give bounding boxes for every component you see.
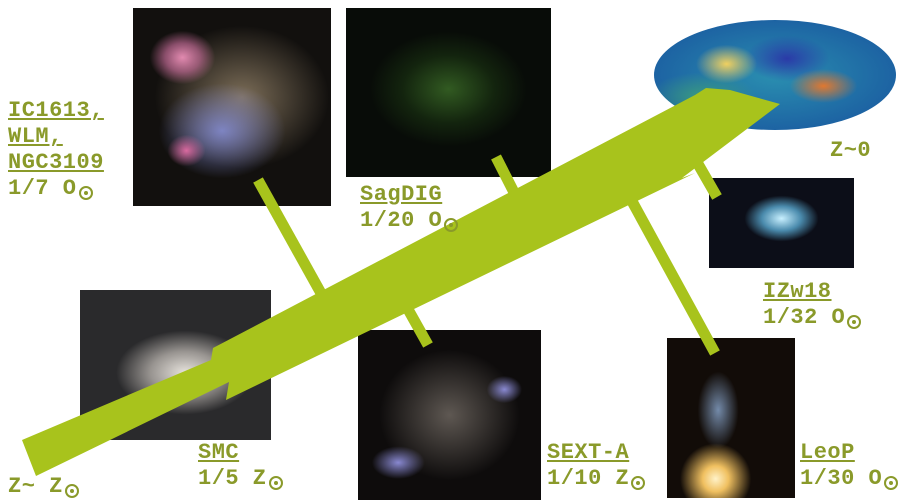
label-sagdig: SagDIG 1/20 O bbox=[360, 182, 459, 234]
sagdig-galaxy-image bbox=[346, 8, 551, 177]
label-ic1613-metal: 1/7 O bbox=[8, 176, 77, 201]
sun-symbol-icon bbox=[64, 484, 79, 498]
sun-symbol-icon bbox=[268, 476, 283, 490]
connector-ic1613 bbox=[253, 177, 327, 298]
label-izw18-name: IZw18 bbox=[763, 279, 832, 304]
ic1613-galaxy-image bbox=[133, 8, 331, 206]
label-sext-a-metal: 1/10 Z bbox=[547, 466, 630, 491]
label-sext-a-name: SEXT-A bbox=[547, 440, 630, 465]
sun-symbol-icon bbox=[444, 218, 459, 232]
sun-symbol-icon bbox=[631, 476, 646, 490]
sun-symbol-icon bbox=[884, 476, 899, 490]
label-ic1613: IC1613, WLM, NGC3109 1/7 O bbox=[8, 98, 104, 202]
label-sext-a: SEXT-A 1/10 Z bbox=[547, 440, 646, 492]
label-smc-metal: 1/5 Z bbox=[198, 466, 267, 491]
sun-symbol-icon bbox=[847, 315, 862, 329]
label-izw18: IZw18 1/32 O bbox=[763, 279, 862, 331]
label-leop: LeoP 1/30 O bbox=[800, 440, 899, 492]
label-ic1613-name-1: IC1613, bbox=[8, 98, 104, 123]
label-z-now: Z~0 bbox=[830, 138, 872, 163]
label-leop-metal: 1/30 O bbox=[800, 466, 883, 491]
label-smc-name: SMC bbox=[198, 440, 240, 465]
label-smc: SMC 1/5 Z bbox=[198, 440, 283, 492]
label-z-start: Z~ Z bbox=[8, 474, 79, 500]
sext-a-galaxy-image bbox=[358, 330, 541, 500]
label-izw18-metal: 1/32 O bbox=[763, 305, 846, 330]
leop-galaxy-image bbox=[667, 338, 795, 498]
label-leop-name: LeoP bbox=[800, 440, 855, 465]
sun-symbol-icon bbox=[78, 186, 93, 200]
izw18-galaxy-image bbox=[709, 178, 854, 268]
label-sagdig-metal: 1/20 O bbox=[360, 208, 443, 233]
label-ic1613-name-3: NGC3109 bbox=[8, 150, 104, 175]
label-sagdig-name: SagDIG bbox=[360, 182, 443, 207]
label-ic1613-name-2: WLM, bbox=[8, 124, 63, 149]
label-z-start-text: Z~ Z bbox=[8, 474, 63, 499]
connector-leop bbox=[617, 180, 720, 356]
timeline-arrow bbox=[22, 88, 780, 476]
